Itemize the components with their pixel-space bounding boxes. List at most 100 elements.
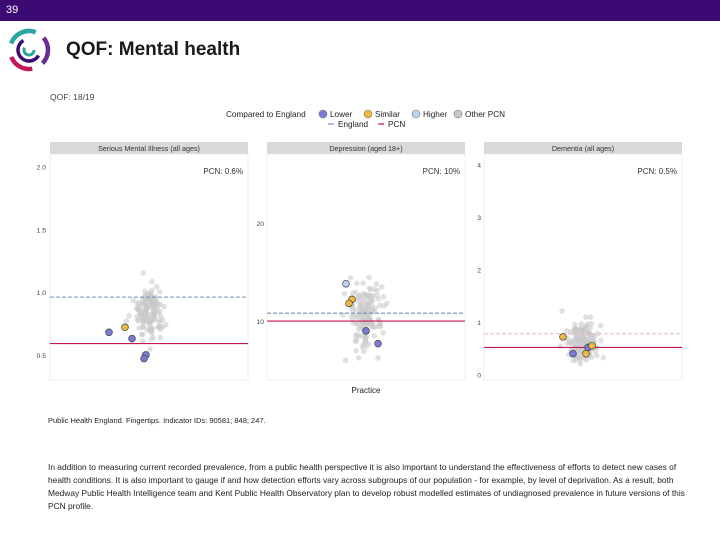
y-tick-label: 2 — [477, 268, 481, 275]
panel-3: Dementia (all ages) 0 1 2 3 4 PCN: 0.5% — [477, 142, 683, 381]
other-practice-point — [597, 322, 604, 329]
other-practice-point — [587, 314, 594, 321]
slide-number: 39 — [6, 4, 19, 16]
other-practice-point — [362, 338, 369, 345]
panel-strip — [267, 142, 465, 154]
other-practice-point — [341, 291, 348, 297]
other-practice-point — [150, 334, 156, 341]
other-practice-point — [149, 298, 156, 304]
other-practice-point — [143, 310, 149, 316]
other-practice-point — [354, 314, 360, 321]
other-practice-point — [578, 321, 584, 327]
other-practice-point — [152, 303, 159, 309]
panel-strip — [484, 142, 682, 154]
pcn-practice-point-lower — [374, 339, 382, 348]
other-practice-point — [380, 294, 387, 300]
panel-strip-label: Dementia (all ages) — [552, 144, 614, 153]
other-practice-point — [157, 334, 164, 341]
other-practice-point — [360, 280, 366, 287]
panel-2: Depression (aged 18+) 10 20 PCN: 10% — [256, 142, 466, 381]
other-practice-point — [587, 325, 593, 331]
other-practice-point — [357, 302, 364, 309]
other-practice-point — [150, 312, 157, 319]
other-practice-point — [142, 288, 148, 295]
legend-marker-similar — [363, 109, 373, 119]
qof-mental-health-chart: QOF: 18/19 Compared to England Lower Simila… — [37, 92, 683, 395]
other-practice-point — [372, 324, 378, 330]
other-practice-point — [157, 301, 163, 308]
other-practice-point — [588, 321, 595, 327]
other-practice-point — [600, 354, 607, 361]
other-practice-point — [375, 355, 381, 361]
other-practice-point — [368, 298, 375, 305]
other-practice-point — [146, 319, 153, 326]
y-tick-label: 1.0 — [37, 290, 47, 297]
y-tick-label: 0.5 — [37, 353, 47, 360]
other-practice-point — [366, 274, 372, 281]
x-axis-label: Practice — [352, 386, 381, 395]
legend-marker-higher — [411, 109, 421, 119]
other-practice-point — [367, 320, 374, 327]
other-practice-point — [134, 300, 141, 306]
pcn-practice-point-higher — [342, 279, 350, 288]
other-practice-point — [576, 357, 583, 363]
other-practice-point — [372, 305, 379, 312]
pcn-practice-point-lower — [128, 334, 136, 343]
other-practice-point — [577, 327, 584, 334]
other-practice-point — [147, 293, 153, 300]
other-practice-point — [126, 312, 132, 319]
other-practice-point — [135, 318, 142, 324]
other-practice-point — [342, 357, 349, 364]
pcn-practice-point-similar — [121, 323, 129, 332]
other-practice-point — [130, 297, 137, 304]
pcn-practice-point-lower — [569, 349, 577, 358]
other-practice-point — [163, 321, 169, 328]
other-practice-point — [377, 323, 384, 330]
other-practice-point — [557, 343, 564, 350]
other-practices — [123, 270, 169, 357]
other-practice-point — [378, 284, 385, 290]
other-practice-point — [567, 337, 573, 344]
y-tick-label: 3 — [477, 215, 481, 222]
other-practice-point — [360, 290, 366, 297]
pcn-value-label: PCN: 0.6% — [203, 167, 243, 176]
legend-label-other-pcn: Other PCN — [465, 110, 505, 119]
legend-label-england: England — [338, 120, 368, 129]
pcn-practice-point-similar — [559, 333, 567, 341]
other-practice-point — [594, 352, 600, 359]
other-practice-point — [359, 332, 366, 339]
organisation-logo — [7, 28, 51, 72]
legend-label-similar: Similar — [375, 110, 400, 119]
other-practice-point — [140, 270, 147, 276]
other-practice-point — [374, 292, 381, 299]
other-practice-point — [140, 316, 146, 323]
other-practice-point — [157, 289, 163, 295]
other-practice-point — [347, 274, 354, 281]
legend-label-lower: Lower — [330, 110, 353, 119]
other-practice-point — [354, 280, 360, 287]
y-tick-label: 20 — [256, 221, 264, 228]
other-practice-point — [594, 330, 601, 337]
other-practice-point — [139, 338, 146, 345]
other-practice-point — [361, 348, 367, 355]
pcn-practice-point-lower — [105, 328, 113, 337]
y-tick-label: 1 — [477, 320, 481, 327]
panel-plot-area — [49, 153, 249, 381]
other-practice-point — [352, 338, 359, 344]
other-practice-point — [140, 324, 146, 331]
legend-label-pcn: PCN — [388, 120, 405, 129]
pcn-practice-point-similar — [582, 349, 590, 358]
other-practice-point — [149, 278, 155, 285]
other-practice-point — [352, 289, 359, 296]
y-tick-label: 10 — [256, 319, 264, 326]
other-practice-point — [377, 302, 383, 309]
other-practice-point — [384, 300, 390, 306]
source-note: Public Health England. Fingertips. Indic… — [48, 416, 266, 425]
other-practice-point — [158, 313, 164, 319]
y-tick-label: 0 — [477, 373, 481, 380]
other-practice-point — [364, 334, 370, 340]
other-practice-point — [359, 344, 366, 350]
other-practice-point — [154, 283, 160, 290]
other-practice-point — [559, 308, 565, 314]
slide-title: QOF: Mental health — [66, 39, 241, 60]
